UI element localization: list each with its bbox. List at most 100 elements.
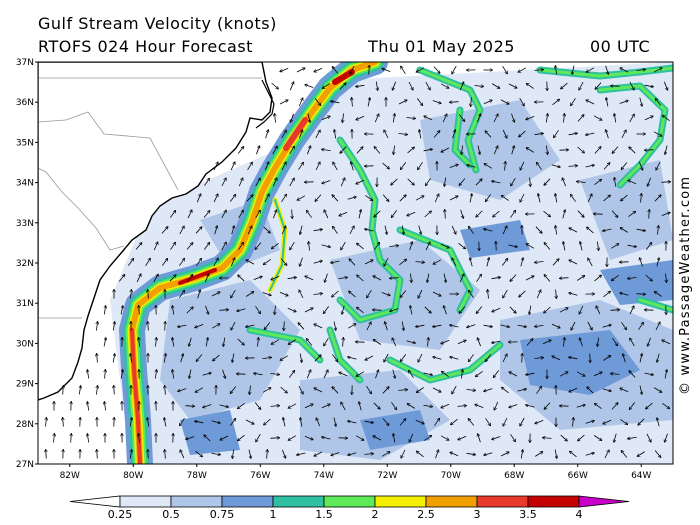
current-arrow: [621, 130, 626, 139]
current-arrow: [186, 243, 193, 250]
current-arrow: [469, 290, 474, 298]
current-arrow: [79, 386, 80, 395]
current-arrow: [461, 145, 462, 155]
current-arrow: [432, 291, 441, 296]
current-arrow: [470, 258, 473, 267]
current-arrow: [265, 130, 269, 139]
current-arrow: [221, 210, 226, 219]
current-arrow: [661, 212, 670, 216]
current-arrow: [415, 196, 424, 201]
current-arrow: [165, 386, 166, 395]
current-arrow: [97, 354, 98, 363]
current-arrow: [348, 357, 357, 360]
current-arrow: [130, 354, 131, 363]
current-arrow: [289, 146, 295, 155]
current-arrow: [570, 194, 576, 202]
current-arrow: [298, 385, 303, 394]
current-arrow: [262, 292, 271, 296]
current-arrow: [606, 98, 609, 107]
current-arrow: [645, 242, 651, 250]
lon-tick-label: 78W: [187, 471, 207, 481]
current-arrow: [114, 386, 115, 395]
current-arrow: [340, 146, 347, 154]
current-arrow: [402, 321, 403, 331]
current-arrow: [180, 354, 184, 363]
current-arrow: [315, 194, 322, 202]
current-arrow: [359, 402, 362, 411]
current-arrow: [508, 83, 517, 88]
current-arrow: [255, 242, 262, 250]
current-arrow: [492, 181, 501, 184]
current-arrow: [577, 276, 584, 281]
current-arrow: [385, 322, 388, 331]
current-arrow: [468, 354, 474, 361]
lon-tick-label: 74W: [314, 471, 334, 481]
current-arrow: [196, 258, 201, 266]
current-arrow: [343, 338, 344, 347]
current-arrow: [611, 403, 618, 410]
current-arrow: [641, 194, 642, 203]
current-arrow: [449, 164, 458, 168]
current-arrow: [477, 338, 481, 347]
current-arrow: [411, 273, 412, 283]
current-arrow: [451, 418, 458, 425]
current-arrow: [629, 371, 636, 378]
current-arrow: [398, 390, 408, 391]
current-arrow: [382, 418, 389, 426]
current-arrow: [466, 453, 476, 454]
current-arrow: [264, 194, 269, 203]
current-arrow: [384, 353, 389, 362]
current-arrow: [424, 306, 431, 313]
current-arrow: [382, 162, 390, 169]
current-arrow: [87, 434, 88, 443]
current-arrow: [203, 211, 210, 218]
current-arrow: [314, 67, 323, 72]
current-arrow: [356, 147, 363, 154]
current-arrow: [374, 114, 379, 123]
current-arrow: [423, 372, 433, 375]
current-arrow: [535, 325, 544, 326]
current-arrow: [189, 337, 192, 347]
current-arrow: [254, 402, 261, 410]
current-arrow: [270, 406, 280, 407]
current-arrow: [255, 306, 261, 313]
current-arrow: [606, 130, 609, 139]
current-arrow: [148, 450, 149, 459]
current-arrow: [238, 210, 244, 219]
current-arrow: [324, 337, 329, 346]
current-arrow: [451, 225, 456, 234]
current-arrow: [452, 65, 457, 74]
current-arrow: [603, 356, 610, 361]
current-arrow: [271, 275, 280, 280]
current-arrow: [356, 85, 365, 86]
current-arrow: [640, 258, 643, 267]
current-arrow: [230, 386, 237, 394]
current-arrow: [620, 228, 629, 233]
current-arrow: [492, 340, 501, 343]
current-arrow: [287, 307, 296, 311]
current-band: [360, 410, 430, 450]
current-arrow: [629, 402, 636, 409]
current-arrow: [104, 402, 105, 411]
current-arrow: [230, 258, 234, 267]
current-arrow: [120, 306, 123, 315]
current-arrow: [666, 273, 667, 283]
current-arrow: [502, 226, 507, 235]
current-arrow: [331, 260, 340, 263]
current-arrow: [646, 433, 651, 442]
current-arrow: [196, 354, 203, 362]
current-arrow: [621, 451, 628, 458]
current-band: [130, 328, 142, 464]
current-arrow: [551, 323, 560, 328]
current-arrow: [611, 210, 618, 218]
current-arrow: [339, 83, 346, 90]
current-arrow: [333, 321, 336, 331]
current-arrow: [400, 290, 407, 298]
current-arrow: [450, 325, 459, 328]
map-field: [38, 62, 673, 464]
current-arrow: [369, 66, 370, 75]
current-arrow: [570, 451, 577, 458]
current-arrow: [393, 114, 394, 123]
current-arrow: [298, 162, 304, 170]
current-arrow: [164, 354, 165, 363]
